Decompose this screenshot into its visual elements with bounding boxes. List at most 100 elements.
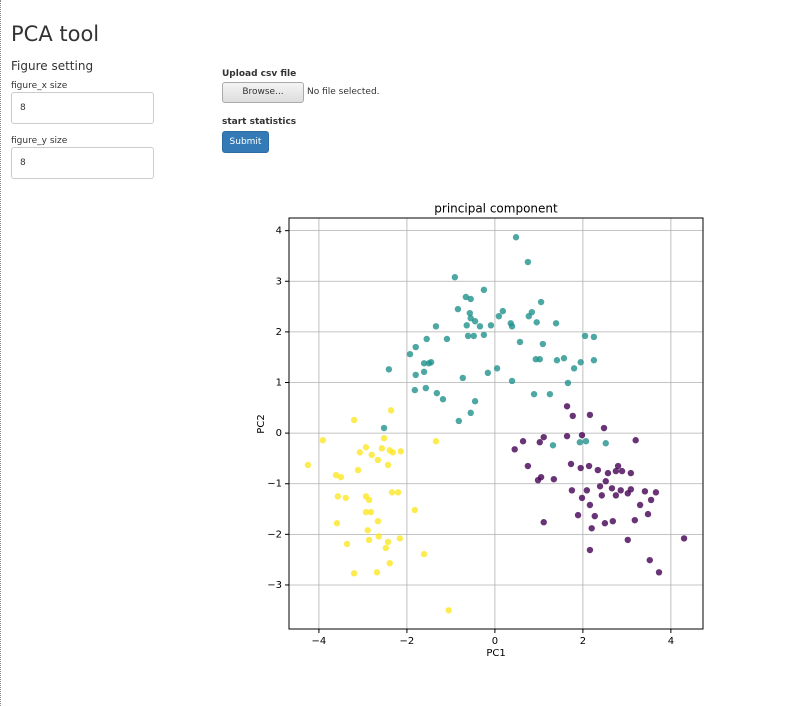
point (618, 467, 626, 475)
point (378, 445, 386, 452)
point (570, 365, 578, 372)
point (516, 338, 524, 346)
point (362, 444, 370, 451)
point (362, 493, 370, 500)
point (487, 322, 495, 329)
point (577, 464, 584, 472)
point (563, 432, 571, 440)
point (553, 357, 561, 364)
input[interactable]: 8 (11, 92, 154, 124)
input[interactable]: 8 (11, 147, 154, 179)
point (462, 293, 470, 301)
page-title: PCA tool (11, 22, 100, 46)
point (334, 493, 342, 500)
point (586, 501, 594, 509)
point (455, 417, 463, 425)
point (540, 519, 547, 526)
upload-label: Upload csv file (222, 69, 297, 79)
point (467, 409, 474, 417)
point (333, 520, 341, 527)
point (627, 486, 635, 493)
point (632, 437, 639, 444)
point (578, 494, 586, 502)
point (569, 412, 576, 420)
point (412, 371, 419, 379)
point (563, 403, 571, 410)
point (380, 424, 388, 432)
point (386, 559, 393, 567)
point (389, 449, 397, 456)
point (484, 369, 492, 377)
point (385, 366, 393, 373)
plot-frame (288, 217, 704, 630)
point (304, 461, 312, 469)
point (463, 322, 470, 329)
point (627, 469, 635, 477)
point (652, 489, 660, 496)
point (602, 478, 609, 485)
y-tick-label: −2 (267, 529, 282, 540)
point (350, 570, 358, 577)
y-tick-label: 4 (276, 226, 282, 237)
point (420, 368, 428, 376)
statistics-label: start statistics (222, 117, 297, 127)
point (537, 473, 545, 481)
point (549, 442, 557, 449)
point (586, 546, 594, 554)
point (365, 536, 373, 544)
point (319, 437, 327, 444)
point (470, 332, 477, 340)
field-label: figure_x size (11, 81, 68, 91)
point (636, 501, 644, 509)
x-tick-label: 4 (668, 636, 674, 647)
point (583, 487, 591, 494)
point (644, 510, 652, 518)
point (451, 274, 459, 281)
x-tick-label: 0 (492, 636, 498, 647)
x-tick-label: −4 (312, 636, 327, 647)
point (532, 356, 540, 363)
point (362, 508, 370, 516)
point (384, 461, 392, 469)
field-label: figure_y size (11, 136, 68, 146)
submit-button[interactable]: Submit (222, 131, 269, 153)
point (350, 416, 358, 424)
point (364, 527, 371, 534)
point (499, 307, 507, 315)
point (540, 433, 547, 441)
point (546, 390, 554, 398)
point (508, 323, 516, 330)
point (617, 487, 624, 494)
point (641, 488, 649, 495)
point (536, 439, 543, 446)
point (539, 340, 547, 348)
point (528, 308, 536, 316)
y-axis-label: PC2 (256, 414, 267, 433)
point (445, 607, 452, 614)
point (432, 323, 440, 330)
point (459, 374, 466, 382)
point (601, 520, 609, 527)
point (480, 331, 488, 339)
point (342, 494, 349, 502)
point (552, 320, 560, 327)
point (646, 556, 653, 564)
point (397, 448, 404, 455)
chart-title: principal component (434, 202, 558, 216)
browse-button[interactable]: Browse... (222, 82, 304, 103)
point (388, 489, 396, 496)
point (600, 424, 608, 432)
point (422, 384, 430, 392)
point (590, 357, 598, 364)
point (536, 356, 543, 363)
point (471, 318, 479, 325)
x-axis-label: PC1 (486, 648, 505, 659)
point (588, 525, 595, 532)
point (578, 431, 586, 439)
point (624, 490, 631, 497)
point (443, 335, 451, 343)
point (367, 508, 375, 516)
point (525, 312, 532, 320)
point (427, 359, 435, 366)
